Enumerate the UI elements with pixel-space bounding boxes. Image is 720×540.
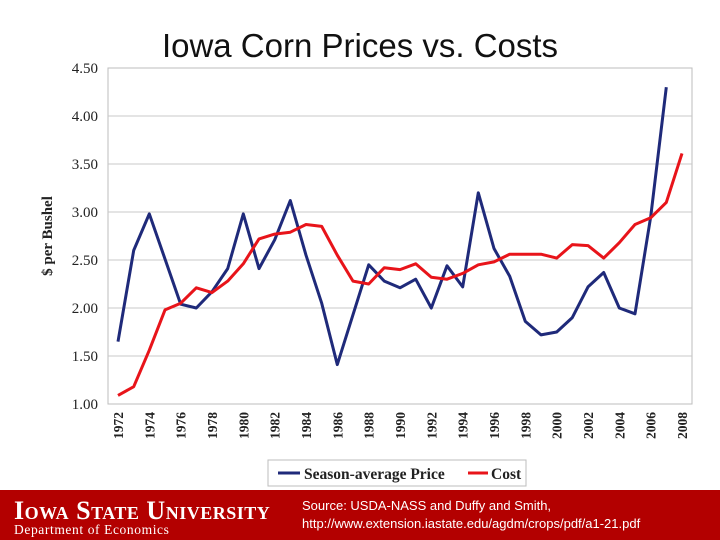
x-tick-label: 1988 xyxy=(362,412,377,439)
gridlines xyxy=(108,115,692,357)
x-tick-label: 1996 xyxy=(487,412,502,439)
y-tick-label: 1.50 xyxy=(72,349,98,365)
x-axis-ticks: 1972 1974 1976 1978 1980 1982 1984 1986 1988 1990… xyxy=(111,412,690,439)
x-tick-label: 1972 xyxy=(111,412,126,439)
y-tick-label: 2.50 xyxy=(72,253,98,269)
y-axis-ticks: 1.00 1.50 2.00 2.50 3.00 3.50 4.00 4.50 xyxy=(72,61,98,413)
department-name: Department of Economics xyxy=(14,522,170,537)
y-tick-label: 3.00 xyxy=(72,205,98,221)
chart-title: Iowa Corn Prices vs. Costs xyxy=(161,27,559,64)
y-tick-label: 1.00 xyxy=(72,397,98,413)
y-axis-title: $ per Bushel xyxy=(40,196,56,276)
isu-wordmark: Iowa State University xyxy=(14,496,271,525)
legend: Season-average Price Cost xyxy=(267,459,527,487)
source-url: http://www.extension.iastate.edu/agdm/cr… xyxy=(302,516,641,531)
x-tick-label: 2002 xyxy=(581,412,596,439)
x-tick-label: 1994 xyxy=(456,412,471,439)
x-tick-label: 1976 xyxy=(174,412,189,439)
legend-price-label: Season-average Price xyxy=(304,466,445,483)
x-tick-label: 1978 xyxy=(205,412,220,439)
footer-bar xyxy=(0,490,720,540)
y-tick-label: 2.00 xyxy=(72,301,98,317)
x-tick-label: 1990 xyxy=(393,412,408,439)
x-tick-label: 2008 xyxy=(675,412,690,439)
chart: 1.001.502.002.503.003.504.004.50 1972 197… xyxy=(40,61,693,487)
source-citation: Source: USDA-NASS and Duffy and Smith, xyxy=(302,498,552,513)
x-tick-label: 2000 xyxy=(550,412,565,439)
series-group xyxy=(116,87,684,397)
x-tick-label: 2004 xyxy=(612,412,627,439)
x-tick-label: 1998 xyxy=(518,412,533,439)
x-tick-label: 1974 xyxy=(142,412,157,439)
x-tick-label: 1982 xyxy=(268,412,283,439)
y-tick-label: 3.50 xyxy=(72,157,98,173)
series-line-cost xyxy=(117,152,684,397)
x-tick-label: 2006 xyxy=(644,412,659,439)
x-tick-label: 1992 xyxy=(424,412,439,439)
x-tick-label: 1986 xyxy=(330,412,345,439)
x-tick-label: 1980 xyxy=(236,412,251,439)
y-tick-label: 4.00 xyxy=(72,109,98,125)
x-tick-label: 1984 xyxy=(299,412,314,439)
y-tick-label: 4.50 xyxy=(72,61,98,77)
plot-area xyxy=(107,67,693,405)
legend-cost-label: Cost xyxy=(491,466,522,483)
series-line-price xyxy=(116,87,668,367)
